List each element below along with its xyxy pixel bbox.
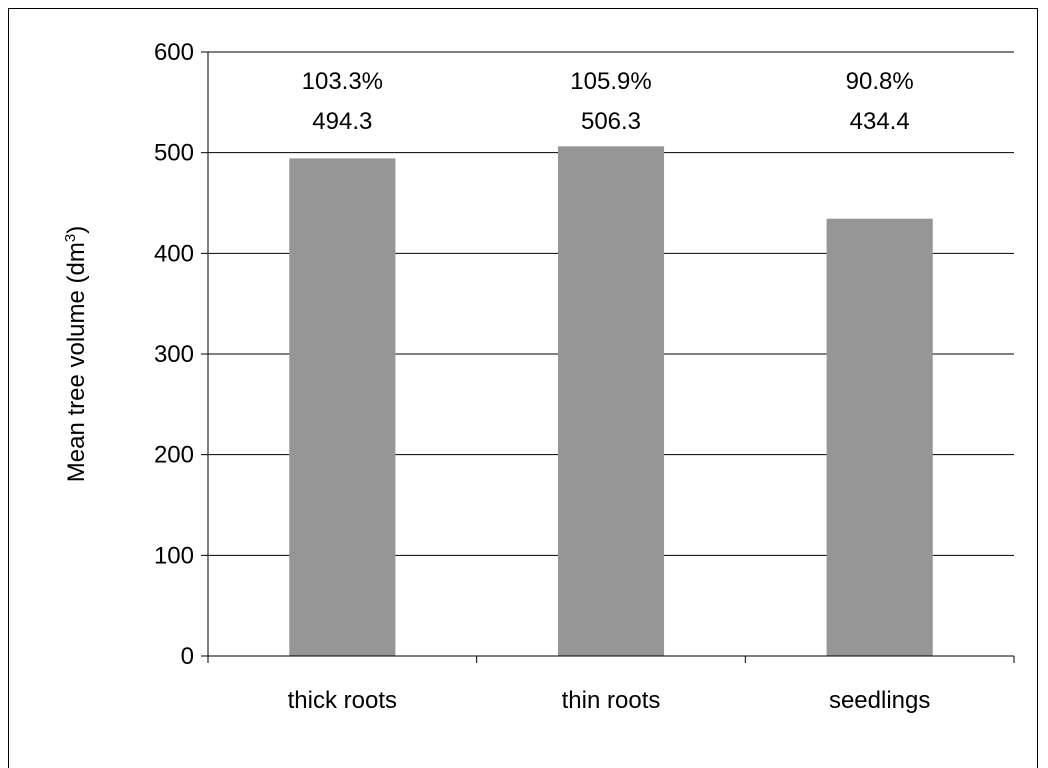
y-tick-label: 400 <box>154 240 194 267</box>
value-label: 434.4 <box>850 108 910 135</box>
percent-label: 103.3% <box>302 68 383 95</box>
chart-frame <box>8 8 1038 768</box>
percent-label: 90.8% <box>846 68 914 95</box>
x-tick-labels: thick roots thin roots seedlings <box>288 687 931 714</box>
y-axis-label-main: Mean tree volume (dm <box>63 242 90 482</box>
y-tick-label: 600 <box>154 39 194 66</box>
y-tick-label: 200 <box>154 442 194 469</box>
y-axis-label: Mean tree volume (dm3) <box>62 226 90 482</box>
y-tick-label: 0 <box>181 643 194 670</box>
y-tick-label: 300 <box>154 341 194 368</box>
x-tick-label: thin roots <box>562 687 661 714</box>
data-labels: 103.3% 494.3 105.9% 506.3 90.8% 434.4 <box>302 68 914 135</box>
x-tick-label: thick roots <box>288 687 397 714</box>
value-label: 494.3 <box>312 108 372 135</box>
bar-seedlings <box>826 218 933 657</box>
axes <box>201 51 1015 663</box>
y-tick-labels: 0 100 200 300 400 500 600 <box>154 39 194 670</box>
value-label: 506.3 <box>581 108 641 135</box>
y-axis-label-superscript: 3 <box>62 234 79 242</box>
y-tick-label: 500 <box>154 140 194 167</box>
bar-thick-roots <box>289 158 396 656</box>
y-tick-label: 100 <box>154 542 194 569</box>
bar-thin-roots <box>557 146 665 657</box>
y-axis-label-suffix: ) <box>63 226 90 234</box>
percent-label: 105.9% <box>570 68 651 95</box>
x-tick-label: seedlings <box>829 687 930 714</box>
bars <box>289 146 933 657</box>
